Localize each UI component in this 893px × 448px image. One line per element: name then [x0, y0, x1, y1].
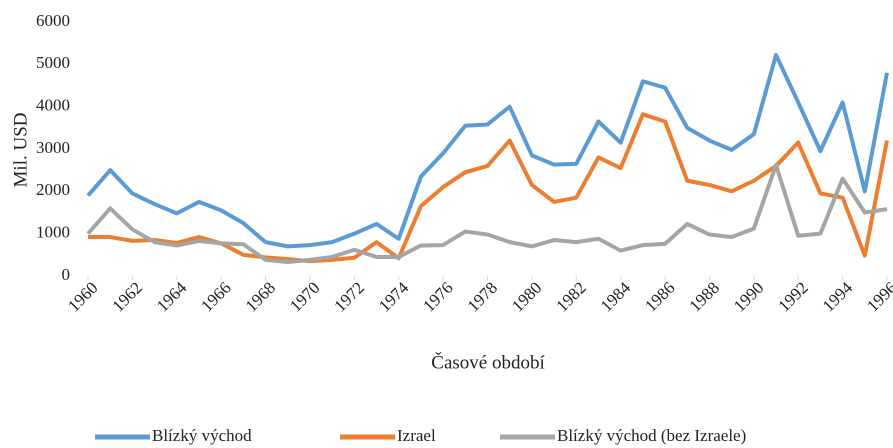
x-tick-label: 1972: [330, 278, 367, 315]
y-tick-label: 0: [62, 265, 71, 284]
y-tick-label: 4000: [36, 96, 70, 115]
y-tick-label: 5000: [36, 53, 70, 72]
x-tick-label: 1970: [286, 278, 323, 315]
x-tick-label: 1974: [375, 278, 413, 316]
y-tick-label: 3000: [36, 138, 70, 157]
x-tick-label: 1990: [730, 278, 767, 315]
y-tick-label: 2000: [36, 180, 70, 199]
x-tick-label: 1988: [686, 278, 723, 315]
x-tick-label: 1966: [197, 278, 234, 315]
x-tick-label: 1980: [508, 278, 545, 315]
x-tick-label: 1978: [464, 278, 501, 315]
legend-label: Izrael: [397, 426, 436, 445]
x-tick-label: 1996: [863, 278, 893, 315]
line-series: [86, 53, 889, 249]
x-tick-label: 1994: [819, 278, 857, 316]
x-axis-label: Časové období: [431, 351, 545, 373]
x-tick-label: 1992: [774, 278, 811, 315]
line-series: [86, 163, 888, 265]
x-tick-label: 1982: [552, 278, 589, 315]
legend-label: Blízký východ: [152, 426, 252, 445]
x-tick-label: 1968: [242, 278, 279, 315]
y-tick-label: 6000: [36, 11, 70, 30]
x-tick-label: 1976: [419, 278, 456, 315]
legend-label: Blízký východ (bez Izraele): [557, 426, 746, 445]
x-tick-label: 1986: [641, 278, 678, 315]
x-tick-label: 1984: [597, 278, 635, 316]
x-tick-label: 1964: [153, 278, 191, 316]
x-tick-label: 1962: [109, 278, 146, 315]
y-axis-label: Mil. USD: [10, 113, 31, 188]
y-tick-label: 1000: [36, 223, 70, 242]
